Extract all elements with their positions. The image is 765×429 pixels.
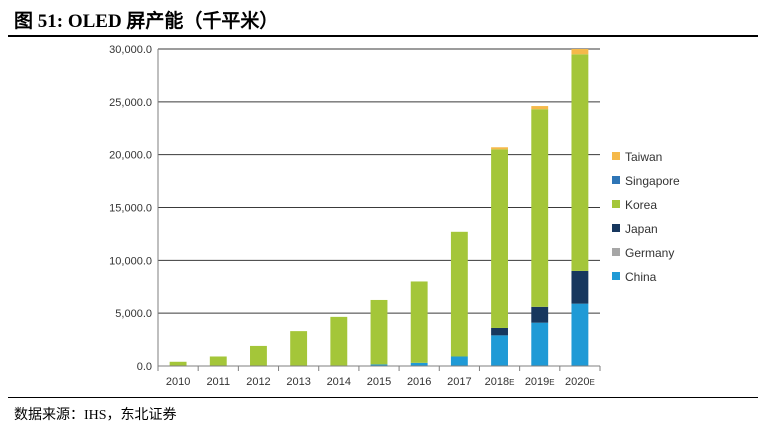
bar-korea-2015 <box>370 299 388 365</box>
legend: Taiwan Singapore Korea Japan Germany China <box>612 150 680 284</box>
top-rule <box>8 35 758 37</box>
bar-china-2018e <box>491 335 508 366</box>
oled-capacity-chart: 0.0 5,000.0 10,000.0 15,000.0 20,000.0 25,000… <box>109 44 680 388</box>
legend-label-taiwan: Taiwan <box>625 150 662 164</box>
legend-label-korea: Korea <box>625 198 657 212</box>
y-tick-label: 25,000.0 <box>109 97 152 109</box>
y-axis-labels: 0.0 5,000.0 10,000.0 15,000.0 20,000.0 25,000… <box>109 44 152 373</box>
legend-swatch-taiwan <box>612 152 620 160</box>
bar-japan-2019e <box>531 306 549 323</box>
x-tick-label: 2017 <box>447 376 471 388</box>
chart-title: 图 51: OLED 屏产能（千平米） <box>14 11 279 32</box>
legend-label-germany: Germany <box>625 246 674 260</box>
legend-label-china: China <box>625 270 657 284</box>
x-tick-label: 2011 <box>206 376 230 388</box>
bar-korea-2014 <box>330 316 348 366</box>
legend-swatch-china <box>612 272 620 280</box>
bar-korea-2013 <box>290 331 308 366</box>
x-tick-label: 2015 <box>367 376 391 388</box>
bar-china-2015 <box>370 364 388 366</box>
bar-china-2020e <box>571 303 589 366</box>
legend-swatch-singapore <box>612 176 620 184</box>
y-tick-label: 15,000.0 <box>109 203 152 215</box>
legend-label-singapore: Singapore <box>625 174 680 188</box>
x-axis-labels: 2010 2011 2012 2013 2014 2015 2016 2017 2018E 201… <box>166 376 595 388</box>
y-tick-label: 30,000.0 <box>109 44 152 56</box>
x-tick-label: 2020E <box>565 376 595 388</box>
source-note: 数据来源：IHS，东北证券 <box>14 408 177 423</box>
x-tick-label: 2014 <box>327 376 351 388</box>
bar-china-2019e <box>531 322 549 366</box>
bar-korea-2018e <box>491 149 508 328</box>
x-tick-label: 2019E <box>525 376 555 388</box>
bar-taiwan-2020e <box>571 49 589 55</box>
y-tick-label: 0.0 <box>137 361 152 373</box>
bar-china-2016 <box>410 362 428 366</box>
y-tick-label: 20,000.0 <box>109 150 152 162</box>
bar-japan-2020e <box>571 270 589 304</box>
legend-swatch-japan <box>612 224 620 232</box>
bar-korea-2017 <box>450 231 468 357</box>
bar-korea-2010 <box>169 361 187 366</box>
bar-japan-2018e <box>491 327 508 336</box>
legend-swatch-germany <box>612 248 620 256</box>
bottom-rule <box>8 397 758 398</box>
bar-korea-2020e <box>571 54 589 271</box>
x-tick-label: 2013 <box>286 376 310 388</box>
x-tick-label: 2012 <box>246 376 270 388</box>
x-tick-label: 2018E <box>485 376 515 388</box>
bar-taiwan-2019e <box>531 106 549 110</box>
bar-korea-2011 <box>209 356 227 366</box>
bar-taiwan-2018e <box>491 147 508 150</box>
bars <box>169 49 589 366</box>
x-tick-label: 2016 <box>407 376 431 388</box>
legend-swatch-korea <box>612 200 620 208</box>
legend-label-japan: Japan <box>625 222 658 236</box>
bar-korea-2019e <box>531 109 549 307</box>
bar-korea-2012 <box>250 345 267 366</box>
x-tick-label: 2010 <box>166 376 190 388</box>
bar-korea-2016 <box>410 281 428 363</box>
bar-china-2017 <box>450 356 468 366</box>
y-tick-label: 10,000.0 <box>109 255 152 267</box>
y-tick-label: 5,000.0 <box>115 308 152 320</box>
axes <box>157 49 601 371</box>
